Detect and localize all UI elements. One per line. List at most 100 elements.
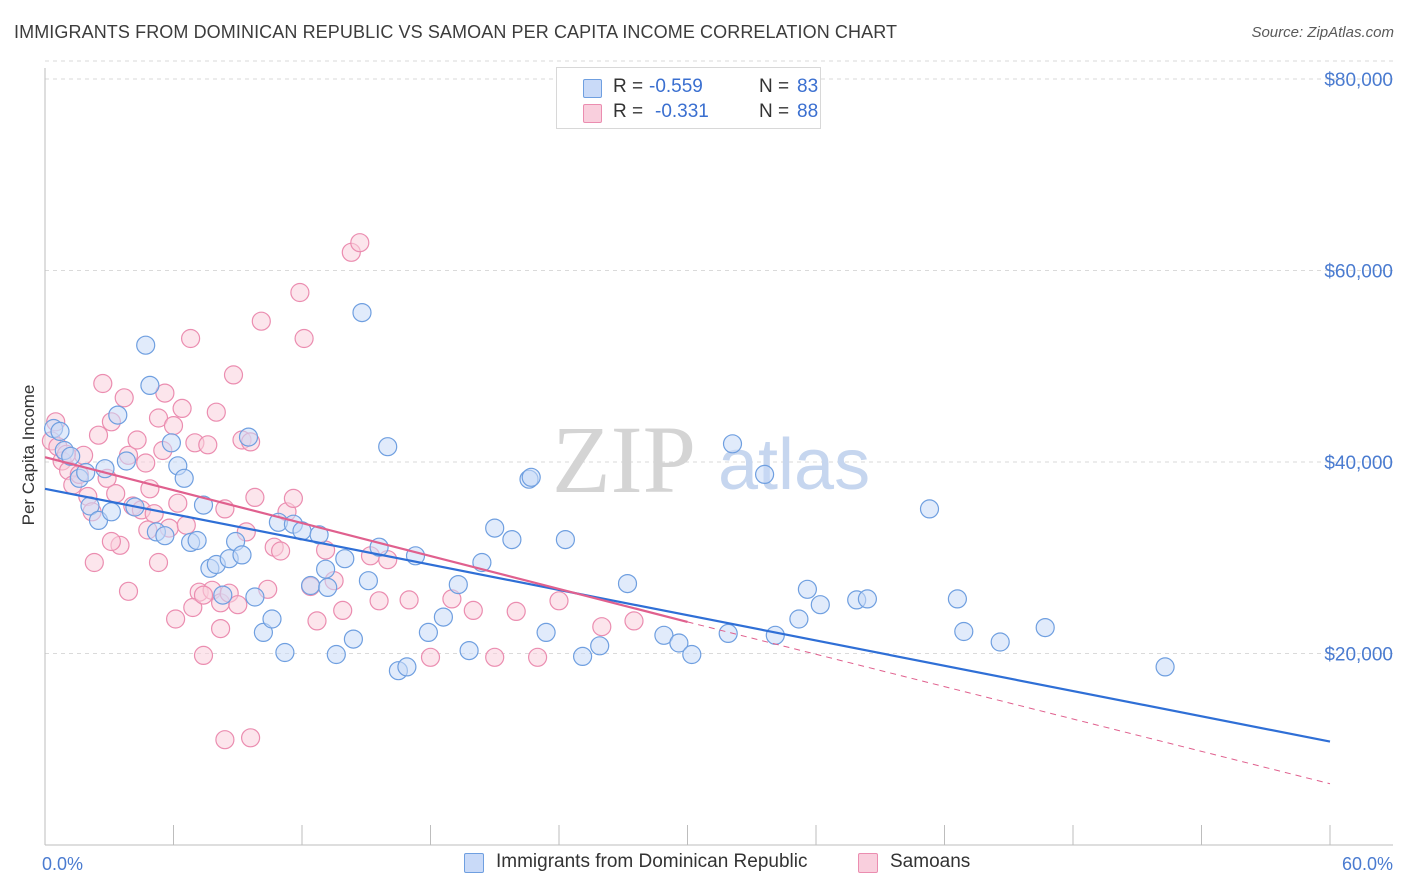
samoan-point <box>283 488 303 508</box>
dominican-point <box>572 646 593 667</box>
dominican-point <box>318 577 338 598</box>
legend-swatch-blue <box>583 79 602 98</box>
samoan-point <box>271 541 291 561</box>
samoan-point <box>168 493 188 513</box>
bottom-legend-swatch-pink <box>858 853 878 873</box>
x-tick-label: 0.0% <box>42 854 83 874</box>
dominican-point <box>140 375 160 395</box>
dominican-point <box>459 640 479 661</box>
samoan-point <box>155 383 175 403</box>
dominican-point <box>789 609 809 629</box>
samoan-point <box>114 388 134 408</box>
dominican-point <box>136 335 156 355</box>
samoan-point <box>206 402 226 422</box>
legend-n-value: 88 <box>797 101 819 122</box>
dominican-point <box>448 574 468 595</box>
samoan-point <box>166 609 186 629</box>
dominican-point <box>238 427 259 447</box>
samoan-point <box>307 611 327 631</box>
dominican-point <box>262 609 282 629</box>
samoan-point <box>369 591 389 611</box>
dominican-point <box>326 644 346 665</box>
samoan-point <box>228 595 248 615</box>
dominican-point <box>947 589 968 609</box>
dominican-point <box>418 622 438 643</box>
dominican-point <box>101 502 122 522</box>
chart-title: IMMIGRANTS FROM DOMINICAN REPUBLIC VS SA… <box>14 22 898 42</box>
dominican-point <box>617 573 638 594</box>
y-tick-label: $80,000 <box>1324 70 1393 91</box>
x-tick-labels: 0.0% 60.0% <box>42 854 1393 874</box>
dominican-point <box>754 464 775 484</box>
samoan-point <box>333 600 353 621</box>
samoan-point <box>148 552 169 573</box>
watermark: ZIP atlas <box>552 406 870 513</box>
samoan-point <box>399 590 419 610</box>
samoan-point <box>223 365 244 385</box>
samoan-point <box>350 233 370 253</box>
watermark-atlas: atlas <box>718 425 870 505</box>
dominican-point <box>232 545 252 565</box>
samoan-point <box>101 531 122 552</box>
gridlines <box>45 60 1393 654</box>
dominican-point <box>193 495 214 515</box>
y-tick-labels: $20,000 $40,000 $60,000 $80,000 <box>1324 70 1393 666</box>
y-tick-label: $60,000 <box>1324 262 1393 283</box>
dominican-point <box>521 467 541 487</box>
dominican-point <box>301 575 321 596</box>
dominican-point <box>378 437 398 457</box>
bottom-legend-label-samoans: Samoans <box>890 851 971 872</box>
dominican-point <box>275 642 295 663</box>
samoan-point <box>506 601 526 622</box>
dominican-point <box>213 585 233 605</box>
samoan-point <box>144 504 164 524</box>
dominican-point <box>1035 617 1055 638</box>
bottom-legend-swatch-blue <box>464 853 484 873</box>
samoan-point <box>193 645 214 666</box>
samoan-point <box>294 328 314 349</box>
dominican-point <box>61 446 81 466</box>
dominican-point <box>161 433 181 453</box>
dominican-point <box>718 623 738 644</box>
y-tick-label: $20,000 <box>1324 645 1393 666</box>
samoan-point <box>215 730 235 750</box>
dominican-point <box>245 587 265 607</box>
dominican-point <box>654 625 674 645</box>
dominican-point <box>343 629 363 649</box>
watermark-zip: ZIP <box>552 406 696 513</box>
x-tick-label: 60.0% <box>1342 854 1393 874</box>
dominican-point <box>590 636 610 656</box>
samoan-point <box>211 618 231 639</box>
legend-r-label: R = <box>613 101 644 122</box>
bottom-legend-label-dominican: Immigrants from Dominican Republic <box>496 851 808 872</box>
dominican-trend-line <box>44 487 1331 743</box>
samoan-point <box>118 581 139 601</box>
samoan-point <box>127 430 147 450</box>
dominican-point <box>536 622 556 643</box>
samoan-point <box>198 435 218 455</box>
dominican-points <box>43 303 1175 681</box>
samoan-point <box>172 398 192 418</box>
samoan-trend-line <box>44 456 688 623</box>
samoan-point <box>106 484 126 504</box>
dominican-point <box>433 607 453 627</box>
dominican-point <box>253 622 273 643</box>
legend-swatch-pink <box>583 104 602 123</box>
dominican-point <box>155 526 175 546</box>
samoan-point <box>88 425 109 445</box>
legend-n-label: N = <box>759 101 790 122</box>
dominican-point <box>108 405 128 425</box>
dominican-point <box>187 530 207 551</box>
y-tick-label: $40,000 <box>1324 453 1393 474</box>
samoan-point <box>290 282 310 303</box>
samoan-point <box>549 591 569 611</box>
samoan-point <box>241 728 261 748</box>
legend-r-value: -0.559 <box>649 76 703 97</box>
samoan-point <box>420 647 441 667</box>
legend-n-label: N = <box>759 76 790 97</box>
legend-r-value: -0.331 <box>655 101 709 122</box>
dominican-point <box>682 644 702 665</box>
legend-r-label: R = <box>613 76 644 97</box>
samoan-point <box>193 585 214 605</box>
